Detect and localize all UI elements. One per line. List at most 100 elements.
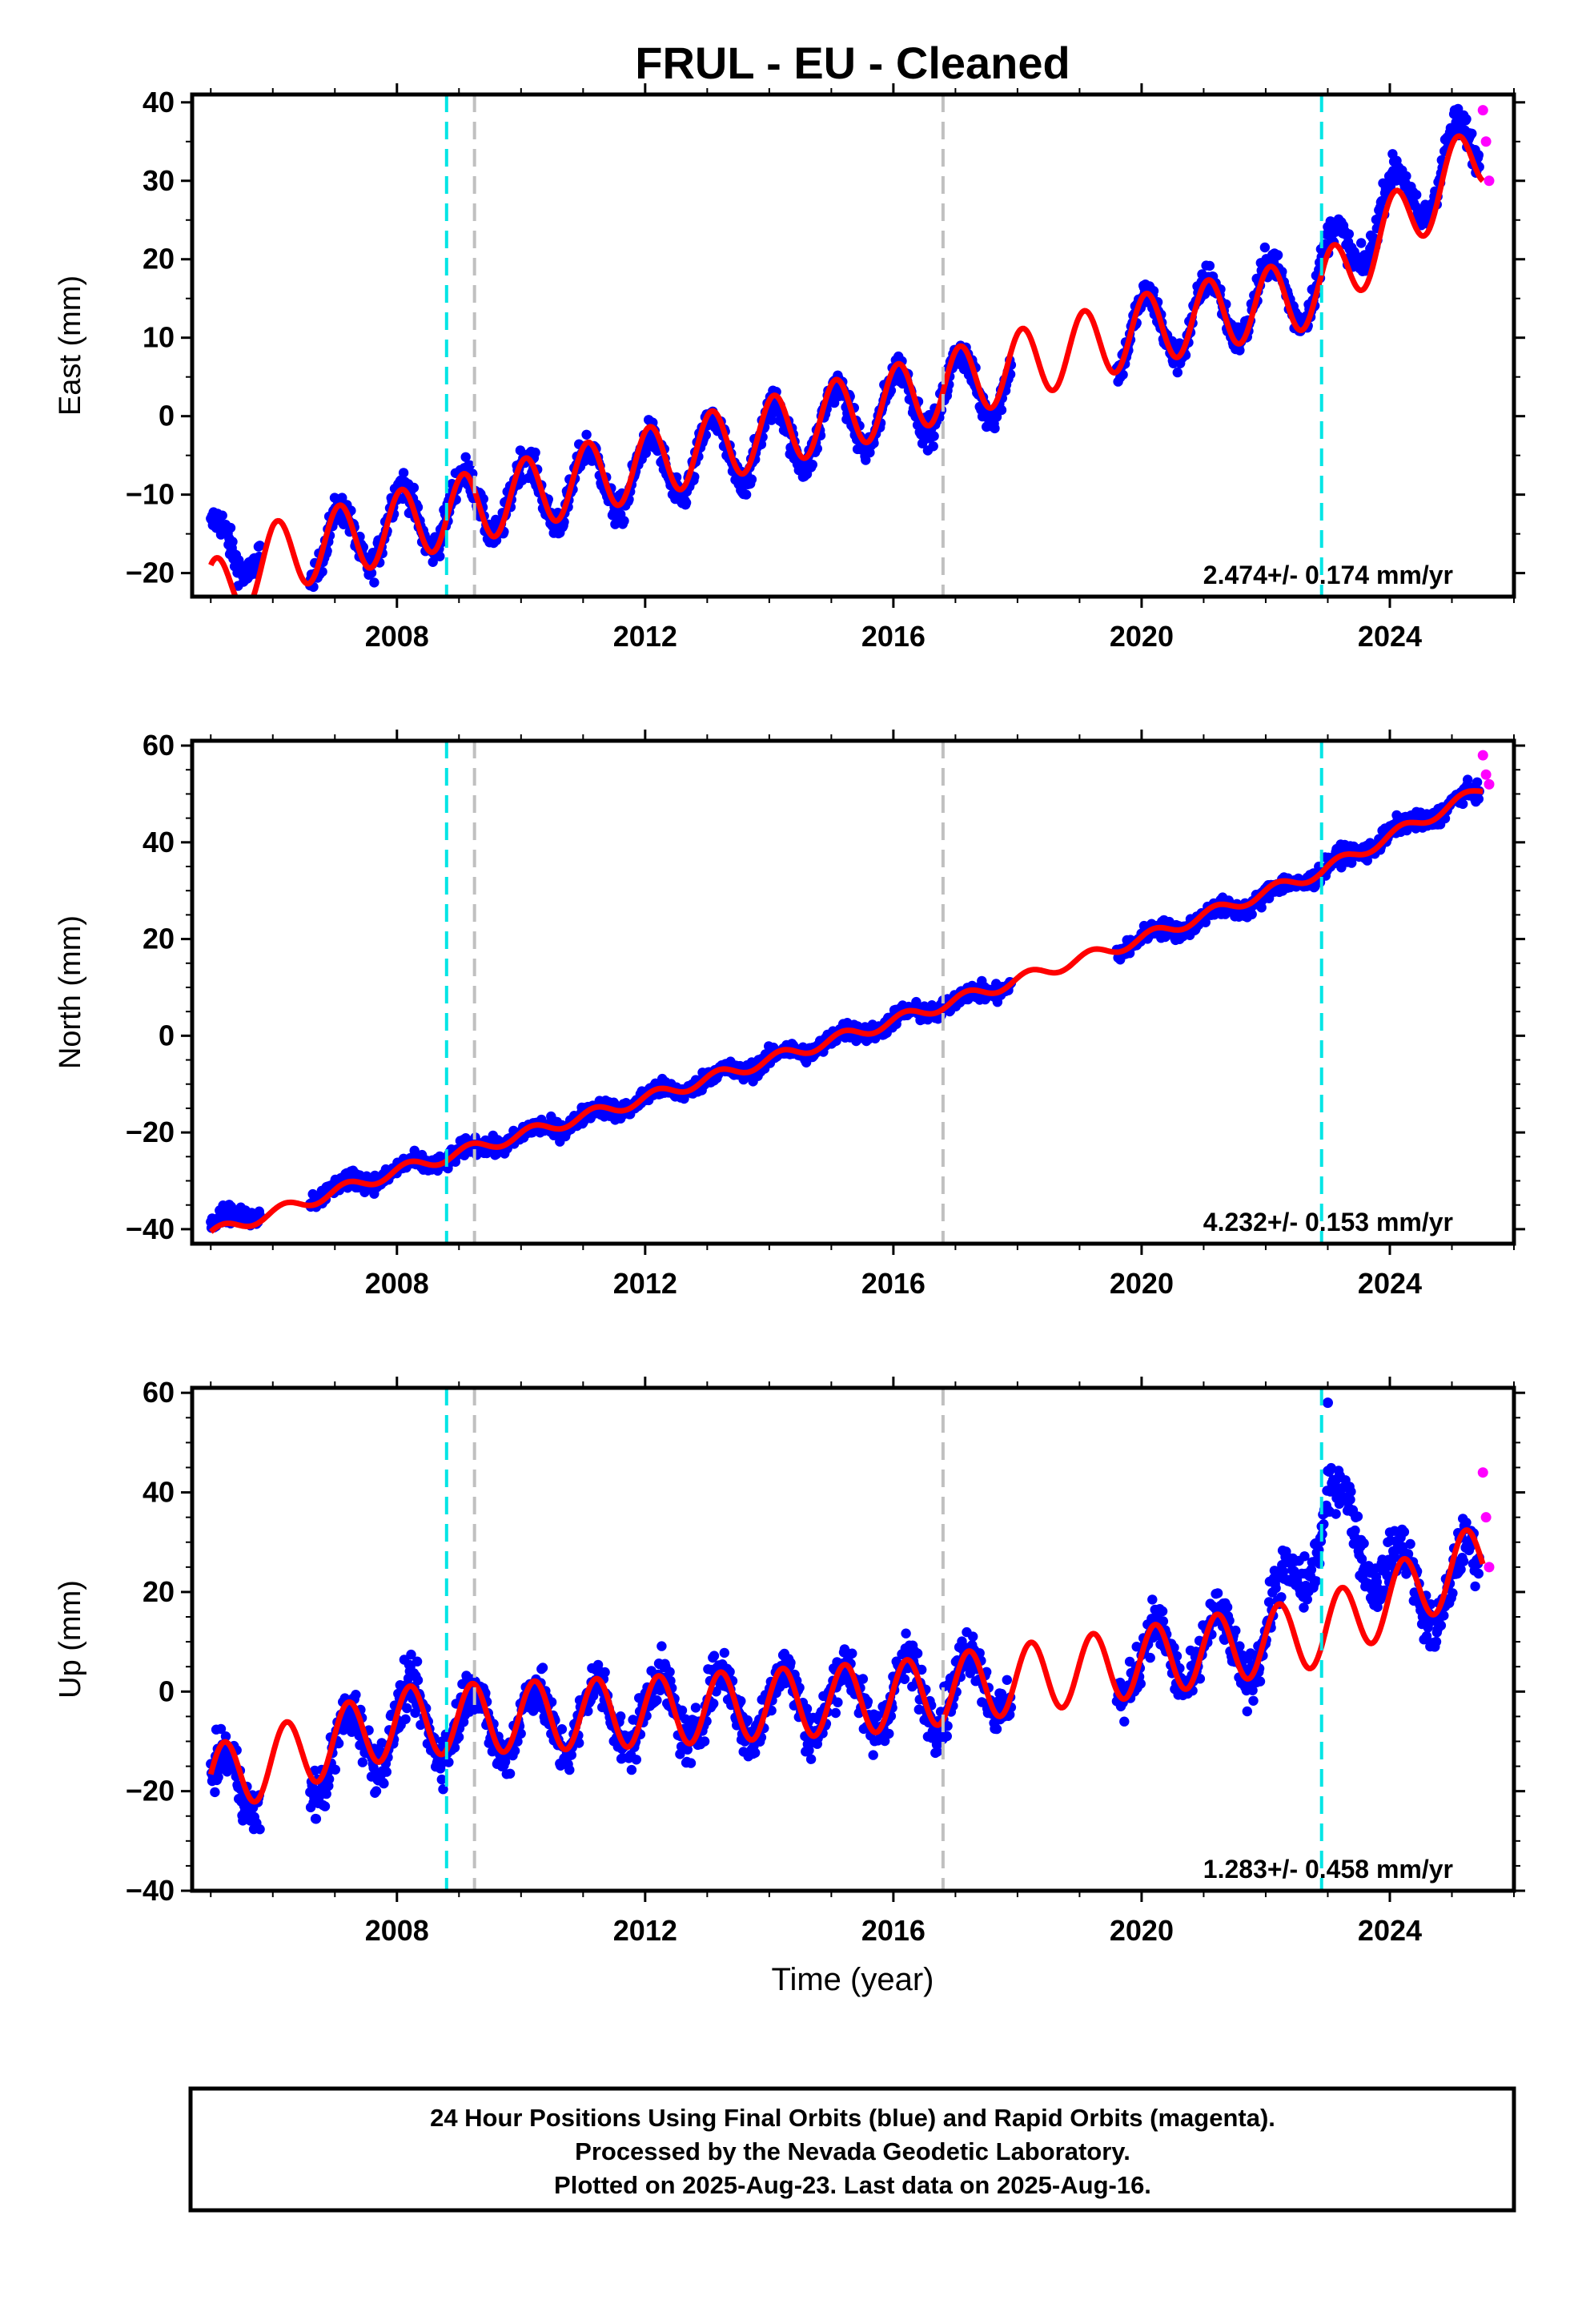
- up-final-orbit-point: [1276, 1592, 1287, 1602]
- up-x-tick-label: 2016: [861, 1914, 926, 1947]
- up-final-orbit-point: [556, 1724, 568, 1735]
- up-final-orbit-point: [574, 1738, 584, 1748]
- up-final-orbit-point: [1311, 1576, 1322, 1586]
- up-final-orbit-point: [750, 1747, 761, 1758]
- east-y-tick-label: 0: [159, 400, 175, 432]
- east-final-orbit-point: [1411, 190, 1422, 200]
- up-final-orbit-point: [1372, 1602, 1383, 1613]
- up-final-orbit-point: [742, 1715, 753, 1726]
- up-final-orbit-point: [1346, 1486, 1356, 1497]
- up-final-orbit-point: [1169, 1642, 1179, 1653]
- up-final-orbit-point: [1306, 1564, 1317, 1575]
- east-y-tick-label: −20: [126, 557, 175, 589]
- east-final-orbit-point: [428, 557, 438, 567]
- up-y-tick-label: −40: [126, 1874, 175, 1907]
- up-final-orbit-point: [357, 1757, 368, 1767]
- up-final-orbit-point: [1278, 1566, 1289, 1577]
- north-rapid-orbit-point: [1480, 769, 1492, 780]
- up-final-orbit-point: [1299, 1551, 1310, 1562]
- east-final-orbit-point: [619, 516, 629, 526]
- north-final-orbit-point: [1362, 855, 1373, 866]
- up-final-orbit-point: [1212, 1588, 1223, 1598]
- up-final-orbit-point: [210, 1787, 220, 1798]
- up-final-orbit-point: [1359, 1538, 1369, 1549]
- up-final-orbit-point: [1302, 1594, 1313, 1605]
- up-final-orbit-point: [1271, 1582, 1281, 1594]
- up-final-orbit-point: [410, 1707, 420, 1719]
- north-y-axis-label: North (mm): [54, 915, 87, 1069]
- east-rate-label: 2.474+/- 0.174 mm/yr: [1203, 561, 1453, 589]
- east-final-orbit-point: [741, 489, 752, 500]
- up-panel: Up (mm) 1.283+/- 0.458 mm/yr −40−2002040…: [54, 1376, 1525, 1947]
- up-final-orbit-point: [1447, 1588, 1458, 1598]
- east-final-orbit-point: [1272, 250, 1283, 260]
- east-final-orbit-point: [227, 537, 238, 547]
- x-axis-label: Time (year): [772, 1962, 934, 1997]
- up-final-orbit-point: [215, 1723, 227, 1735]
- east-final-orbit-point: [217, 510, 227, 521]
- up-final-orbit-point: [884, 1728, 894, 1739]
- east-x-tick-label: 2012: [613, 620, 677, 653]
- up-final-orbit-point: [1145, 1652, 1155, 1663]
- up-final-orbit-point: [1470, 1581, 1480, 1592]
- up-final-orbit-point: [685, 1758, 697, 1768]
- up-final-orbit-point: [537, 1663, 548, 1673]
- up-final-orbit-point: [504, 1768, 516, 1779]
- up-final-orbit-point: [991, 1723, 1002, 1735]
- up-final-orbit-point: [942, 1731, 953, 1742]
- figure-title: FRUL - EU - Cleaned: [635, 38, 1070, 88]
- up-final-orbit-point: [1248, 1695, 1259, 1706]
- up-final-orbit-point: [942, 1721, 953, 1731]
- north-final-orbit-point: [1256, 903, 1267, 913]
- up-final-orbit-point: [804, 1745, 814, 1755]
- up-final-orbit-point: [917, 1664, 927, 1675]
- up-final-orbit-point: [351, 1690, 361, 1700]
- up-final-orbit-point: [1399, 1526, 1410, 1538]
- east-final-orbit-point: [464, 460, 475, 471]
- north-final-orbit-point: [1463, 774, 1473, 785]
- up-final-orbit-point: [862, 1696, 873, 1707]
- up-final-orbit-point: [677, 1705, 688, 1715]
- up-x-tick-label: 2020: [1110, 1914, 1174, 1947]
- north-rate-label: 4.232+/- 0.153 mm/yr: [1203, 1208, 1453, 1236]
- up-final-orbit-point: [1135, 1679, 1146, 1689]
- north-model-fit-line: [209, 788, 1484, 1234]
- up-final-orbit-point: [1255, 1676, 1266, 1687]
- north-y-tick-label: −40: [126, 1212, 175, 1245]
- east-final-orbit-point: [1204, 260, 1215, 271]
- up-final-orbit-point: [801, 1703, 813, 1714]
- up-final-orbit-point: [412, 1656, 423, 1667]
- up-y-tick-label: 20: [143, 1575, 175, 1608]
- footer-box: 24 Hour Positions Using Final Orbits (bl…: [188, 2086, 1516, 2213]
- up-final-orbit-point: [1247, 1685, 1258, 1695]
- up-final-orbit-point: [1195, 1674, 1206, 1684]
- up-final-orbit-point: [444, 1757, 454, 1767]
- east-x-tick-label: 2008: [365, 620, 429, 653]
- up-final-orbit-point: [1147, 1594, 1158, 1605]
- east-x-tick-label: 2020: [1110, 620, 1174, 653]
- up-outlier-point: [1322, 1397, 1333, 1409]
- east-rapid-orbit-point: [1480, 136, 1492, 147]
- east-final-orbit-point: [996, 404, 1007, 416]
- up-final-orbit-point: [1157, 1606, 1168, 1617]
- north-y-tick-label: 0: [159, 1019, 175, 1051]
- up-final-orbit-point: [901, 1628, 911, 1638]
- east-x-tick-label: 2024: [1358, 620, 1422, 653]
- up-final-orbit-point: [1356, 1554, 1367, 1564]
- north-x-tick-label: 2024: [1358, 1267, 1422, 1300]
- up-x-tick-label: 2024: [1358, 1914, 1422, 1947]
- up-final-orbit-point: [833, 1697, 843, 1707]
- up-final-orbit-point: [785, 1658, 796, 1668]
- east-final-orbit-point: [991, 412, 1002, 422]
- up-final-orbit-point: [699, 1736, 710, 1747]
- up-final-orbit-point: [330, 1764, 340, 1775]
- north-panel: North (mm) 4.232+/- 0.153 mm/yr −40−2002…: [54, 729, 1525, 1300]
- up-final-orbit-point: [1431, 1636, 1442, 1647]
- footer-line-2: Processed by the Nevada Geodetic Laborat…: [575, 2137, 1130, 2165]
- east-final-orbit-point: [1118, 369, 1128, 380]
- up-final-orbit-point: [665, 1667, 675, 1677]
- east-final-orbit-point: [990, 423, 1000, 434]
- north-x-tick-label: 2016: [861, 1267, 926, 1300]
- east-final-orbit-point: [460, 452, 471, 462]
